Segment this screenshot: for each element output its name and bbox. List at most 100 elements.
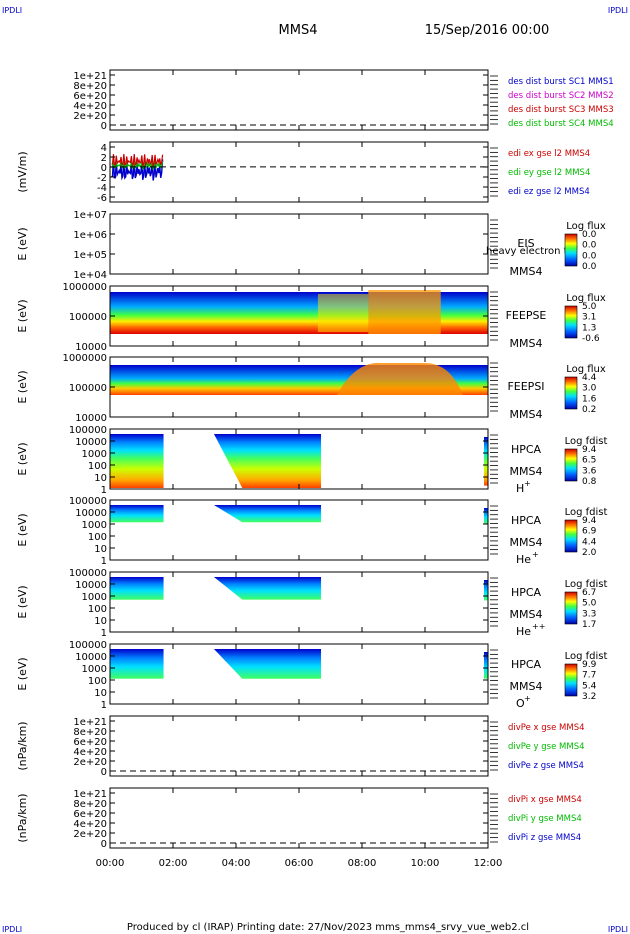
legend-entry: edi ex gse l2 MMS4 [508,149,590,159]
corner-mark-top-right: IPDLI [608,6,628,15]
colorbar-tick-label: 6.5 [582,456,596,466]
colorbar-tick-label: 1.3 [582,323,596,333]
y-tick-label: 1000 [82,520,107,531]
legend-entry: divPi z gse MMS4 [508,833,581,843]
hpca-block-main [213,434,322,488]
y-tick-label: 6e+20 [73,91,107,102]
x-tick-label: 02:00 [159,858,188,869]
y-tick-label: 1e+05 [73,250,107,261]
hpca-block-main [213,505,322,523]
y-axis-label: (mV/m) [16,151,29,192]
legend-entry: des dist burst SC4 MMS4 [508,119,614,129]
y-tick-label: 0 [101,839,107,850]
colorbar [564,376,578,410]
y-tick-label: 8e+20 [73,81,107,92]
corner-mark-top-left: IPDLI [2,6,22,15]
y-tick-label: 10000 [75,342,107,353]
y-tick-label: 2e+20 [73,111,107,122]
colorbar-title: Log fdist [565,507,608,518]
y-tick-label: 8e+20 [73,727,107,738]
legend-entry: des dist burst SC3 MMS3 [508,105,614,115]
x-tick-label: 00:00 [96,858,125,869]
panel-5: 1000000 100000 10000 E (eV) FEEPSI MMS4 Log fl… [16,353,606,424]
panel-frame [109,69,489,131]
y-tick-label: 1e+04 [73,270,107,281]
colorbar-tick-label: 2.0 [582,548,597,558]
y-axis-label: E (eV) [16,442,29,475]
legend-entry: des dist burst SC1 MMS1 [508,77,614,87]
colorbar [564,233,578,267]
x-tick-label: 06:00 [285,858,314,869]
y-tick-label: 10000 [75,508,107,519]
y-tick-label: 100000 [69,496,107,507]
y-tick-label: 1e+21 [73,789,107,800]
y-tick-label: 4e+20 [73,819,107,830]
colorbar-tick-label: 1.7 [582,620,596,630]
x-tick-label: 04:00 [222,858,251,869]
hpca-block-end [484,652,488,679]
legend-entry: divPi y gse MMS4 [508,814,582,824]
y-tick-label: -2 [97,173,107,184]
y-tick-label: 8e+20 [73,799,107,810]
y-tick-label: 10 [94,544,107,555]
date-title: 15/Sep/2016 00:00 [425,23,549,38]
y-tick-label: 1000 [82,592,107,603]
colorbar-tick-label: 0.8 [582,477,597,487]
y-tick-label: 0 [101,767,107,778]
instrument-label: HPCA [511,514,542,527]
y-tick-label: 1000000 [62,282,107,293]
x-tick-label: 12:00 [474,858,503,869]
spacecraft-label: MMS4 [510,465,543,478]
spacecraft-label: MMS4 [510,408,543,421]
hpca-block-main [213,649,322,679]
corner-mark-bottom-right: IPDLI [608,925,628,934]
colorbar-tick-label: 0.0 [582,230,597,240]
colorbar-tick-label: 3.1 [582,313,596,323]
colorbar-tick-label: 4.4 [582,373,597,383]
spacecraft-title: MMS4 [279,23,318,38]
y-tick-label: 100000 [69,640,107,651]
legend-entry: divPe x gse MMS4 [508,723,585,733]
y-tick-label: 1000000 [62,353,107,364]
x-axis: 00:00 02:00 04:00 06:00 08:00 10:00 12:00 [96,858,503,869]
panel-frame [109,715,489,777]
colorbar-tick-label: 9.4 [582,445,597,455]
corner-mark-bottom-left: IPDLI [2,925,22,934]
colorbar [564,663,578,697]
feepse-transition [317,294,369,332]
hpca-block-end [484,508,488,524]
colorbar-tick-label: 9.4 [582,516,597,526]
y-tick-label: 1e+21 [73,717,107,728]
y-tick-label: 6e+20 [73,809,107,820]
y-tick-label: 4e+20 [73,747,107,758]
instrument-label: EIS [517,237,534,250]
panel-frame [109,141,489,203]
species-charge: + [532,550,539,559]
hpca-block-end [484,580,488,601]
y-tick-label: -4 [97,183,107,194]
colorbar [564,448,578,482]
colorbar-tick-label: 6.7 [582,588,596,598]
y-tick-label: 1 [101,485,107,496]
y-tick-label: 1e+07 [73,210,107,221]
colorbar-tick-label: 5.0 [582,302,597,312]
colorbar-title: Log flux [566,221,606,232]
y-tick-label: 100000 [69,383,107,394]
colorbar-title: Log fdist [565,651,608,662]
y-tick-label: 4e+20 [73,101,107,112]
hpca-block-early [110,649,164,679]
legend-entry: edi ey gse l2 MMS4 [508,168,590,178]
y-tick-label: 1000 [82,449,107,460]
colorbar-tick-label: 3.3 [582,609,596,619]
panel-frame [109,787,489,849]
hpca-block-early [110,505,164,523]
y-tick-label: 10000 [75,437,107,448]
y-axis-label: E (eV) [16,657,29,690]
edi-ex-trace [111,153,164,168]
panel-2: 420-2-4-6 (mV/m) edi ex gse l2 MMS4 edi ey … [16,141,590,204]
